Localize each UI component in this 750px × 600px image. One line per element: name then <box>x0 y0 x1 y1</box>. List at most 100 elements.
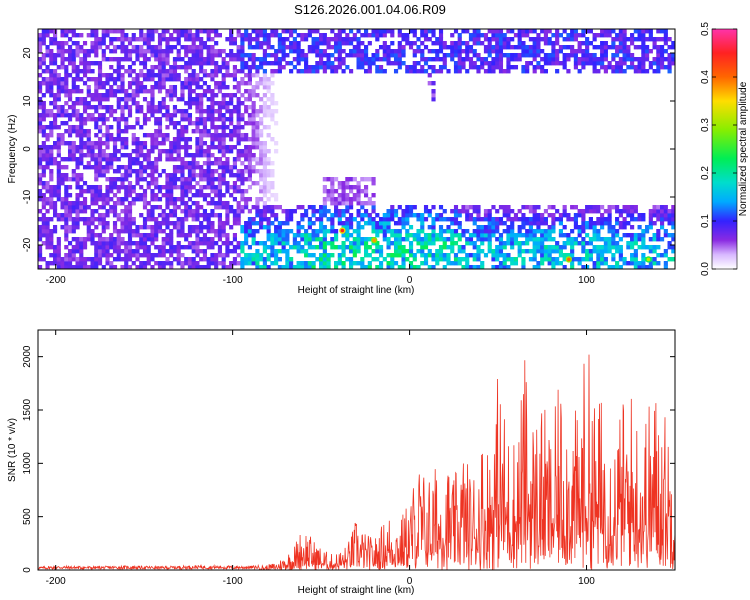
heatmap-cell <box>64 229 69 234</box>
heatmap-cell <box>52 77 58 82</box>
heatmap-cell <box>330 181 335 186</box>
heatmap-cell <box>38 237 43 242</box>
heatmap-cell <box>38 41 43 46</box>
heatmap-cell <box>150 169 155 174</box>
heatmap-cell <box>236 253 241 258</box>
heatmap-cell <box>206 177 211 182</box>
heatmap-cell <box>45 229 50 234</box>
heatmap-cell <box>326 193 331 198</box>
heatmap-cell <box>266 37 271 42</box>
heatmap-cell <box>146 249 151 254</box>
heatmap-cell <box>139 253 144 258</box>
heatmap-cell <box>232 181 237 186</box>
heatmap-cell <box>199 53 204 58</box>
heatmap-cell <box>116 253 121 258</box>
heatmap-cell <box>146 149 151 154</box>
heatmap-cell <box>154 65 159 70</box>
heatmap-cell <box>79 149 84 154</box>
heatmap-cell <box>296 61 301 66</box>
heatmap-cell <box>157 45 163 50</box>
heatmap-cell <box>176 149 181 154</box>
heatmap-cell <box>446 237 451 242</box>
heatmap-cell <box>52 185 58 190</box>
heatmap-cell <box>401 245 406 250</box>
heatmap-cell <box>191 89 196 94</box>
heatmap-cell <box>352 193 357 198</box>
heatmap-cell <box>52 33 58 38</box>
heatmap-cell <box>596 233 601 238</box>
heatmap-cell <box>663 233 668 238</box>
heatmap-cell <box>221 61 226 66</box>
heatmap-cell <box>247 37 252 42</box>
heatmap-cell <box>240 113 245 118</box>
heatmap-cell <box>131 233 136 238</box>
heatmap-cell <box>573 33 578 38</box>
x-tick-label: -100 <box>223 576 243 587</box>
heatmap-cell <box>618 65 623 70</box>
heatmap-cell <box>94 217 99 222</box>
heatmap-cell <box>382 49 387 54</box>
heatmap-cell <box>116 29 121 34</box>
heatmap-cell <box>240 65 245 70</box>
heatmap-cell <box>408 225 414 230</box>
heatmap-cell <box>600 57 605 62</box>
heatmap-cell <box>49 217 54 222</box>
heatmap-cell <box>172 201 178 206</box>
heatmap-cell <box>322 197 327 202</box>
heatmap-cell <box>259 105 264 110</box>
heatmap-cell <box>225 213 230 218</box>
heatmap-cell <box>41 81 46 86</box>
heatmap-cell <box>82 81 88 86</box>
heatmap-cell <box>180 85 185 90</box>
heatmap-cell <box>221 73 226 78</box>
heatmap-cell <box>408 65 414 70</box>
heatmap-cell <box>202 133 208 138</box>
heatmap-cell <box>648 221 653 226</box>
heatmap-cell <box>217 33 223 38</box>
colorbar-tick-label: 0.0 <box>700 262 711 276</box>
heatmap-cell <box>221 65 226 70</box>
heatmap-cell <box>38 73 43 78</box>
heatmap-cell <box>120 249 125 254</box>
heatmap-cell <box>165 241 170 246</box>
heatmap-cell <box>408 241 414 246</box>
heatmap-cell <box>341 265 346 269</box>
heatmap-cell <box>79 49 84 54</box>
heatmap-cell <box>217 145 223 150</box>
heatmap-cell <box>165 89 170 94</box>
heatmap-cell <box>300 245 305 250</box>
heatmap-cell <box>270 109 275 114</box>
heatmap-cell <box>79 201 84 206</box>
heatmap-cell <box>671 213 675 218</box>
heatmap-cell <box>244 89 249 94</box>
heatmap-cell <box>131 241 136 246</box>
heatmap-cell <box>277 237 282 242</box>
heatmap-cell <box>120 85 125 90</box>
heatmap-cell <box>195 245 200 250</box>
heatmap-cell <box>184 165 189 170</box>
heatmap-cell <box>259 157 264 162</box>
heatmap-cell <box>105 241 110 246</box>
heatmap-cell <box>618 213 623 218</box>
heatmap-cell <box>540 257 545 262</box>
heatmap-cell <box>86 149 91 154</box>
heatmap-cell <box>184 33 189 38</box>
heatmap-cell <box>480 225 485 230</box>
heatmap-cell <box>641 217 646 222</box>
heatmap-cell <box>352 245 357 250</box>
heatmap-cell <box>555 217 560 222</box>
heatmap-cell <box>326 65 331 70</box>
heatmap-cell <box>116 117 121 122</box>
heatmap-cell <box>41 129 46 134</box>
heatmap-cell <box>274 29 279 34</box>
heatmap-cell <box>210 153 215 158</box>
heatmap-cell <box>56 53 61 58</box>
heatmap-cell <box>367 201 372 206</box>
heatmap-cell <box>551 221 556 226</box>
heatmap-cell <box>255 141 260 146</box>
heatmap-cell <box>397 245 402 250</box>
heatmap-cell <box>202 29 208 34</box>
heatmap-cell <box>543 217 548 222</box>
heatmap-cell <box>161 49 166 54</box>
heatmap-cell <box>330 61 335 66</box>
